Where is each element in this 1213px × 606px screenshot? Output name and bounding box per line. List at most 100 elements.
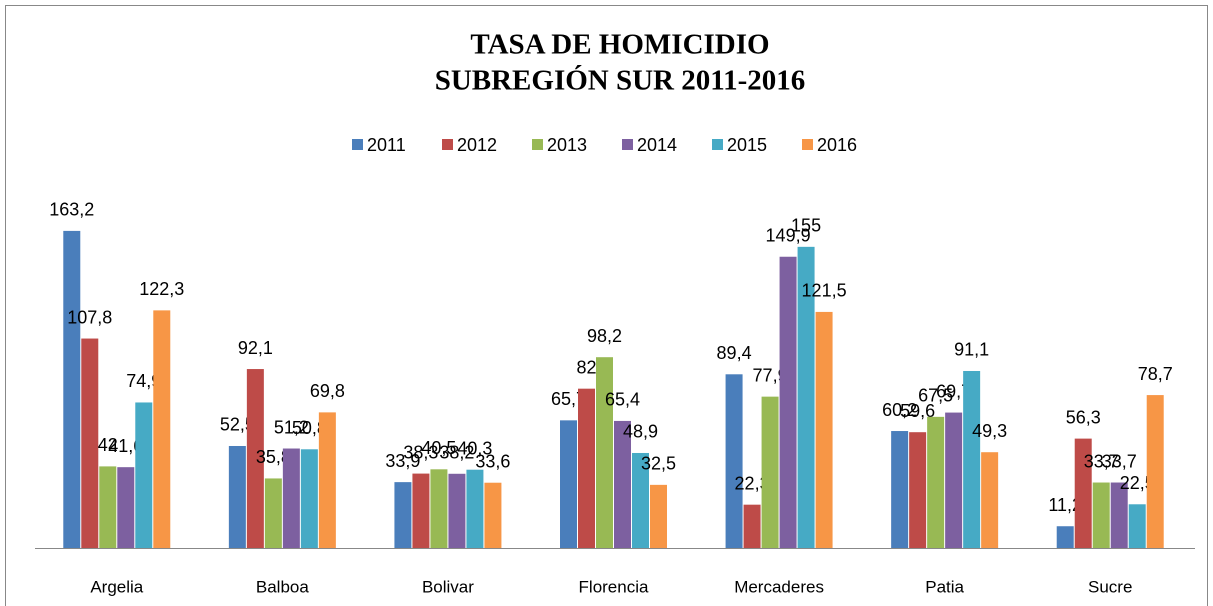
data-label: 65,7 [551, 389, 586, 409]
bar [448, 473, 466, 548]
data-label: 67,5 [918, 386, 953, 406]
legend-label: 2015 [727, 135, 767, 155]
data-label: 98,2 [587, 326, 622, 346]
data-label: 50,8 [292, 418, 327, 438]
bar [484, 482, 502, 548]
data-label: 51,2 [274, 417, 309, 437]
data-label: 82 [576, 357, 596, 377]
data-label: 22,5 [1120, 473, 1155, 493]
data-label: 77,9 [753, 365, 788, 385]
data-label: 38,2 [439, 443, 474, 463]
data-label: 22,3 [735, 473, 770, 493]
bar [743, 504, 761, 548]
bar [81, 338, 99, 548]
data-label: 69,7 [936, 381, 971, 401]
bar [981, 452, 999, 548]
bar [909, 432, 927, 548]
bar [246, 369, 264, 548]
data-label: 48,9 [623, 422, 658, 442]
bar [394, 482, 412, 548]
data-label: 40,3 [457, 438, 492, 458]
bar [927, 416, 945, 548]
chart-subtitle: SUBREGIÓN SUR 2011-2016 [435, 64, 806, 97]
data-label: 60,2 [882, 400, 917, 420]
data-label: 91,1 [954, 340, 989, 360]
data-label: 155 [791, 216, 821, 236]
bar [891, 431, 909, 548]
bar [632, 452, 649, 548]
bar [466, 469, 484, 548]
bar [228, 445, 246, 548]
data-label: 65,4 [605, 390, 640, 410]
data-label: 41,6 [108, 436, 143, 456]
data-label: 40,5 [421, 438, 456, 458]
data-label: 74,9 [126, 371, 161, 391]
bar [815, 311, 833, 548]
chart-title: TASA DE HOMICIDIO [470, 29, 769, 61]
data-label: 52,5 [220, 415, 255, 435]
bar [264, 478, 282, 548]
data-label: 89,4 [717, 343, 752, 363]
x-tick-label: Sucre [1088, 577, 1132, 596]
bar [318, 412, 336, 548]
data-label: 56,3 [1066, 407, 1101, 427]
bar [963, 370, 981, 548]
bar [1092, 482, 1110, 548]
data-label: 33,7 [1084, 451, 1119, 471]
bar [63, 230, 81, 548]
data-label: 33,6 [475, 451, 510, 471]
data-label: 35,8 [256, 447, 291, 467]
data-label: 107,8 [67, 307, 112, 327]
data-label: 149,9 [766, 225, 811, 245]
legend-swatch [532, 139, 543, 150]
x-tick-label: Bolivar [422, 577, 474, 596]
data-label: 38,3 [403, 442, 438, 462]
data-label: 42 [98, 435, 118, 455]
legend-label: 2011 [367, 135, 406, 155]
bar [1056, 526, 1074, 548]
bar [1110, 482, 1128, 548]
data-label: 163,2 [49, 200, 94, 220]
bar [1074, 438, 1092, 548]
bar [1146, 395, 1164, 548]
legend-swatch [442, 139, 453, 150]
legend-swatch [802, 139, 813, 150]
bar [282, 448, 300, 548]
data-label: 11,2 [1048, 495, 1082, 515]
bar [412, 473, 430, 548]
bar [99, 466, 117, 548]
data-label: 122,3 [139, 279, 184, 299]
bar [300, 449, 318, 548]
x-tick-label: Argelia [90, 577, 143, 596]
bar [153, 310, 171, 548]
bar [797, 246, 815, 548]
data-label: 33,9 [385, 451, 420, 471]
bar [945, 412, 963, 548]
legend-label: 2012 [457, 135, 497, 155]
bar [117, 467, 135, 548]
x-tick-label: Balboa [256, 577, 309, 596]
bar [725, 374, 743, 548]
data-label: 69,8 [310, 381, 345, 401]
bar [761, 396, 779, 548]
bar [1128, 504, 1146, 548]
bar [650, 484, 667, 548]
legend-label: 2013 [547, 135, 587, 155]
legend-label: 2016 [817, 135, 857, 155]
x-tick-label: Florencia [579, 577, 649, 596]
x-tick-label: Patia [925, 577, 964, 596]
legend-swatch [712, 139, 723, 150]
data-label: 33,7 [1102, 451, 1137, 471]
bar [560, 420, 577, 548]
data-label: 121,5 [802, 281, 847, 301]
bar [614, 420, 631, 548]
data-label: 92,1 [238, 338, 273, 358]
bar [578, 388, 595, 548]
bar [779, 256, 797, 548]
x-tick-label: Mercaderes [734, 577, 824, 596]
legend-swatch [622, 139, 633, 150]
legend-label: 2014 [637, 135, 677, 155]
data-label: 32,5 [641, 454, 676, 474]
data-label: 59,6 [900, 401, 935, 421]
